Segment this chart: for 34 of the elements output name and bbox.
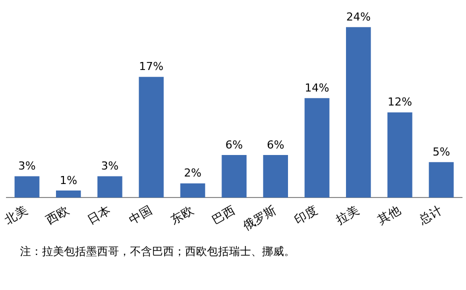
data-label: 17% [139,60,164,74]
x-tick-label: 其他 [375,202,403,228]
data-label: 24% [346,10,371,24]
data-label: 6% [266,138,284,152]
x-tick-label: 西欧 [44,202,72,228]
x-tick-label: 北美 [2,202,30,228]
bar [138,76,164,198]
bar [180,183,206,198]
data-label: 3% [18,160,36,173]
bar [222,154,247,198]
data-label: 3% [101,160,119,173]
bar [387,112,412,198]
data-label: 1% [60,174,78,187]
bar [304,98,330,198]
data-label: 6% [225,138,243,152]
data-label: 14% [304,81,330,94]
x-tick-label: 总计 [416,202,444,228]
x-tick-label: 拉美 [334,202,362,228]
bar [428,162,454,198]
x-tick-label: 东欧 [168,202,196,228]
data-label: 12% [388,96,412,109]
x-tick-label: 印度 [292,202,320,228]
data-label: 2% [184,166,202,180]
x-tick-label: 俄罗斯 [240,202,279,234]
bar [346,27,371,198]
x-tick-label: 中国 [126,202,154,228]
x-tick-label: 巴西 [209,202,238,228]
bar [263,154,288,198]
bar [14,176,40,198]
bar [97,176,122,198]
bar [56,190,81,198]
text: 注：拉美包括墨西哥，不含巴西；西欧包括瑞士、挪威。 [20,244,296,259]
x-tick-label: 日本 [85,202,113,228]
data-label: 5% [432,145,450,158]
